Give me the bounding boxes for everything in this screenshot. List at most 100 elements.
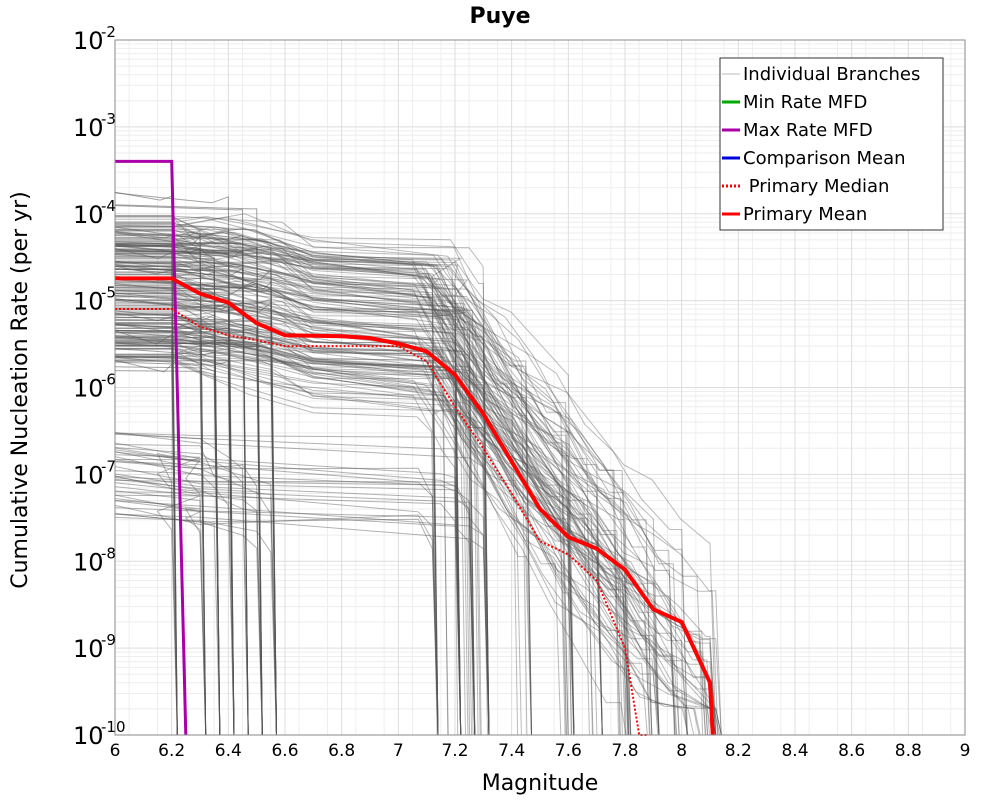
branch-line bbox=[115, 261, 575, 736]
branch-line bbox=[115, 335, 603, 736]
branch-line bbox=[115, 306, 575, 736]
branch-line bbox=[114, 366, 221, 736]
branch-line bbox=[115, 252, 532, 736]
y-tick-base: 10 bbox=[73, 722, 104, 750]
branch-line bbox=[115, 251, 707, 736]
branch-line bbox=[115, 239, 474, 736]
x-tick-label: 7 bbox=[393, 741, 404, 761]
branch-line bbox=[114, 323, 263, 736]
branch-line bbox=[115, 309, 721, 736]
branch-line bbox=[114, 500, 490, 736]
y-tick-exponent: -9 bbox=[101, 631, 116, 649]
branch-line bbox=[115, 223, 463, 736]
branch-line bbox=[114, 447, 201, 736]
y-tick-base: 10 bbox=[73, 375, 104, 403]
branch-line bbox=[115, 226, 567, 736]
branch-line bbox=[114, 490, 221, 736]
legend-box bbox=[719, 57, 944, 231]
legend: Individual Branches Min Rate MFD Max Rate … bbox=[719, 57, 944, 231]
branch-line bbox=[115, 331, 629, 736]
plot-border bbox=[114, 39, 966, 736]
branch-line bbox=[114, 470, 235, 736]
branch-line bbox=[115, 216, 575, 736]
x-axis-label: Magnitude bbox=[482, 771, 599, 796]
branch-line bbox=[115, 232, 490, 736]
y-tick-exponent: -3 bbox=[101, 110, 116, 128]
branch-line bbox=[115, 299, 489, 736]
legend-label: Individual Branches bbox=[743, 64, 920, 85]
branch-line bbox=[115, 300, 722, 736]
x-tick-label: 7.4 bbox=[498, 741, 525, 761]
branch-line bbox=[114, 494, 201, 736]
legend-label: Min Rate MFD bbox=[743, 92, 867, 113]
branch-line bbox=[115, 221, 490, 736]
branch-line bbox=[115, 340, 630, 736]
branch-line bbox=[114, 449, 277, 736]
y-tick-base: 10 bbox=[73, 201, 104, 229]
branch-line bbox=[115, 338, 627, 736]
branch-line bbox=[115, 283, 490, 736]
x-tick-label: 6.4 bbox=[215, 741, 242, 761]
legend-entry: Primary Median bbox=[722, 176, 889, 197]
x-tick-label: 7.6 bbox=[555, 741, 582, 761]
branch-line bbox=[115, 272, 593, 736]
x-tick-label: 8.4 bbox=[781, 741, 808, 761]
branch-line bbox=[115, 215, 680, 736]
branch-line bbox=[115, 319, 689, 736]
branch-line bbox=[115, 313, 715, 736]
branch-line bbox=[114, 442, 462, 736]
branch-line bbox=[115, 348, 632, 736]
branch-line bbox=[115, 230, 717, 736]
branch-line bbox=[115, 290, 462, 736]
branch-line bbox=[115, 309, 532, 736]
y-tick-label: 10-7 bbox=[73, 457, 116, 489]
x-tick-labels: 6 6.2 6.4 6.6 6.8 7 7.2 7.4 7.6 7.8 8 8.2 8.4 8.6 8.8 9 bbox=[110, 741, 971, 761]
branch-line bbox=[115, 345, 659, 736]
branch-line bbox=[115, 246, 490, 736]
branch-line bbox=[114, 283, 249, 736]
y-tick-base: 10 bbox=[73, 114, 104, 142]
y-tick-base: 10 bbox=[73, 548, 104, 576]
branch-line bbox=[114, 466, 476, 736]
legend-entry: Individual Branches bbox=[722, 64, 920, 85]
y-tick-label: 10-6 bbox=[73, 371, 116, 403]
branch-line bbox=[114, 433, 249, 736]
branch-line bbox=[115, 276, 695, 736]
branch-line bbox=[115, 331, 462, 736]
y-tick-exponent: -6 bbox=[101, 371, 116, 389]
branch-line bbox=[114, 461, 439, 736]
branch-line bbox=[115, 277, 462, 736]
branch-line bbox=[115, 284, 594, 736]
y-axis-label: Cumulative Nucleation Rate (per yr) bbox=[8, 191, 33, 589]
branch-line bbox=[114, 513, 490, 736]
series-layer bbox=[115, 159, 715, 736]
branch-line bbox=[115, 263, 660, 736]
branch-line bbox=[114, 459, 277, 736]
branch-line bbox=[115, 294, 462, 736]
branch-line bbox=[114, 504, 439, 736]
y-tick-label: 10-8 bbox=[73, 544, 116, 576]
branch-line bbox=[114, 461, 439, 736]
branch-line bbox=[115, 289, 439, 736]
series-max-rate-mfd bbox=[115, 159, 188, 736]
branch-line bbox=[115, 349, 562, 736]
branch-line bbox=[115, 350, 717, 736]
y-tick-exponent: -8 bbox=[101, 544, 116, 562]
branch-line bbox=[115, 269, 575, 736]
branch-line bbox=[115, 293, 722, 736]
branch-line bbox=[115, 237, 688, 736]
branch-line bbox=[115, 283, 629, 736]
branch-line bbox=[115, 344, 575, 736]
x-tick-label: 6.2 bbox=[158, 741, 185, 761]
branch-line bbox=[115, 296, 575, 736]
branch-line bbox=[115, 348, 569, 736]
branch-line bbox=[115, 256, 719, 736]
y-tick-label: 10-5 bbox=[73, 284, 116, 316]
branch-line bbox=[115, 229, 619, 736]
branch-line bbox=[115, 228, 469, 736]
branch-line bbox=[115, 235, 660, 736]
branch-line bbox=[114, 473, 476, 736]
branch-line bbox=[115, 251, 621, 736]
branch-line bbox=[114, 447, 249, 736]
